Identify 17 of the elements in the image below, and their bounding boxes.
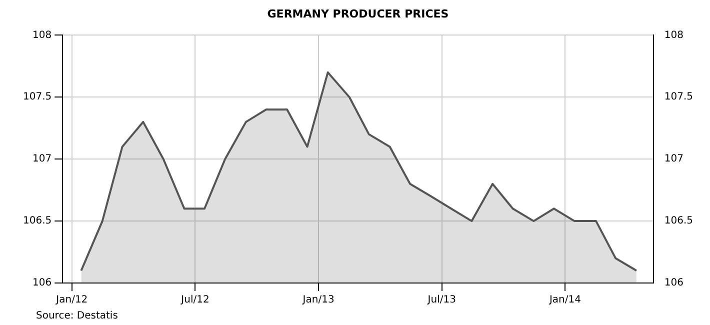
x-tick-label: Jan/12 — [55, 294, 88, 306]
y2-tick-label: 106.5 — [664, 216, 694, 227]
x-tick-label: Jan/14 — [548, 294, 581, 306]
y-tick-label: 106.5 — [22, 216, 52, 227]
y-tick-label: 108 — [32, 30, 52, 41]
chart-title: GERMANY PRODUCER PRICES — [267, 7, 449, 20]
x-tick-label: Jul/13 — [426, 294, 456, 306]
y2-tick-label: 107.5 — [664, 92, 694, 103]
source-note: Source: Destatis — [36, 310, 118, 322]
y2-tick-label: 108 — [664, 30, 684, 41]
x-tick-label: Jan/13 — [302, 294, 334, 306]
y2-tick-label: 106 — [664, 278, 684, 289]
y2-tick-label: 107 — [664, 154, 684, 165]
y-tick-label: 106 — [32, 278, 52, 289]
y-tick-label: 107.5 — [22, 92, 52, 103]
y-tick-label: 107 — [32, 154, 52, 165]
x-tick-label: Jul/12 — [180, 294, 210, 306]
